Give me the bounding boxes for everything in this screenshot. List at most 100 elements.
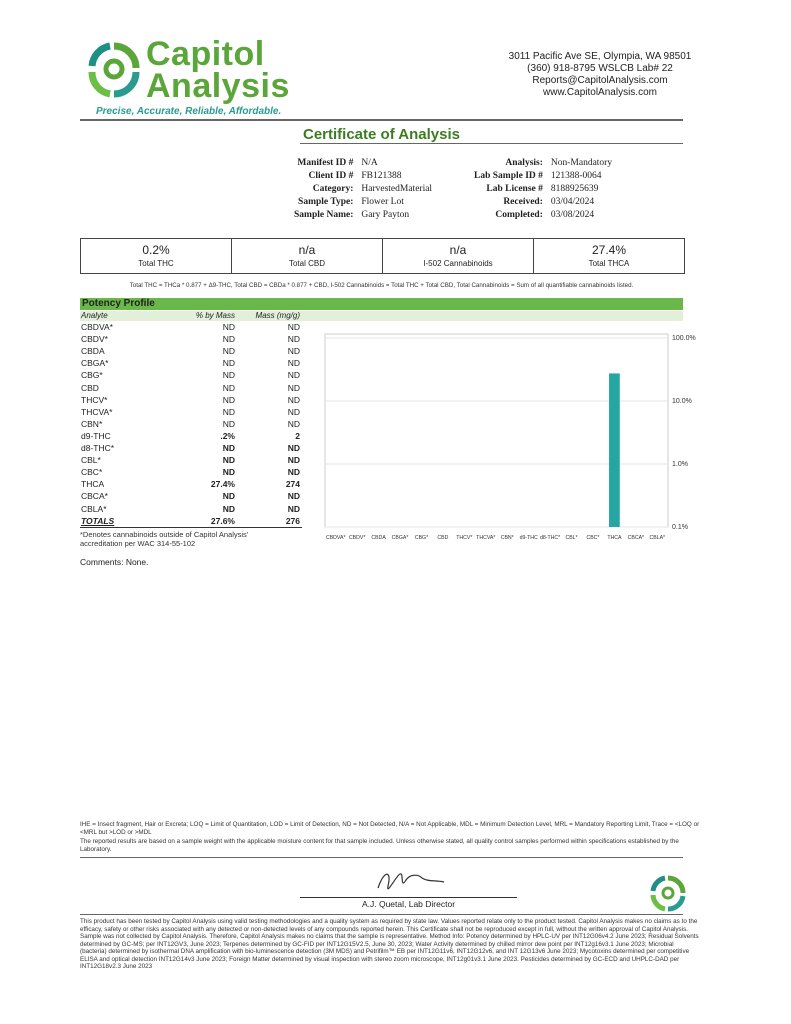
info-key: Sample Type: [298, 196, 354, 207]
summary-label: I-502 Cannabinoids [423, 259, 493, 268]
table-cell: ND [222, 346, 235, 357]
table-cell: 27.4% [210, 479, 235, 490]
table-cell: TOTALS [81, 515, 115, 526]
info-value: 8188925639 [550, 183, 599, 194]
x-tick-label: CBG* [415, 535, 428, 541]
table-cell: CBDA [81, 346, 105, 357]
table-cell: ND [287, 334, 300, 345]
section-title: Potency Profile [82, 298, 155, 309]
footer-logo [650, 875, 686, 912]
table-cell: ND [287, 394, 300, 405]
table-cell: ND [222, 334, 235, 345]
address-line: Reports@CapitolAnalysis.com [532, 75, 668, 86]
table-cell: % by Mass [195, 311, 235, 320]
table-cell: ND [287, 443, 300, 453]
table-cell: Analyte [81, 311, 108, 320]
disclaimer: This product has been tested by Capitol … [80, 918, 699, 970]
doc-title: Certificate of Analysis [303, 126, 460, 143]
summary-label: Total THC [138, 259, 174, 268]
info-row: Category: HarvestedMaterial [290, 182, 436, 195]
info-row: Sample Name: Gary Payton [290, 208, 436, 221]
formula-note: Total THC = THCa * 0.877 + Δ9-THC, Total… [129, 282, 634, 289]
signature-line [300, 897, 517, 898]
header-row [80, 311, 683, 321]
info-row: Lab Sample ID # 121388-0064 [470, 169, 616, 182]
table-cell: 276 [285, 515, 300, 526]
table-cell: ND [287, 455, 300, 466]
table-cell: THCVA* [81, 406, 113, 417]
x-tick-label: CBDVA* [326, 535, 346, 541]
info-value: Non-Mandatory [550, 157, 613, 168]
x-tick-label: CBC* [586, 535, 599, 541]
table-cell: d9-THC [81, 430, 111, 441]
y-tick-label: 100.0% [672, 335, 696, 342]
x-tick-label: CBL* [565, 535, 577, 541]
summary-boxes: 0.2% Total THC n/a Total CBD n/a I-502 Cannab… [80, 238, 685, 274]
summary-value: n/a [298, 243, 316, 257]
info-key: Completed: [495, 209, 543, 220]
info-value: Flower Lot [361, 196, 404, 207]
info-value: 03/08/2024 [550, 209, 595, 220]
info-key: Lab License # [486, 183, 543, 194]
table-cell: ND [222, 418, 235, 429]
info-key: Analysis: [505, 157, 543, 168]
table-cell: CBN* [81, 418, 103, 429]
summary-cell: n/a I-502 Cannabinoids [383, 239, 534, 273]
x-tick-label: CBN* [501, 535, 514, 541]
table-cell: ND [222, 406, 235, 417]
x-tick-label: CBDV* [349, 535, 365, 541]
signature: A.J. Quetal, Lab Director [361, 899, 456, 909]
table-cell: ND [287, 346, 300, 357]
table-cell: ND [287, 418, 300, 429]
table-cell: ND [222, 491, 235, 502]
table-cell: ND [287, 503, 300, 514]
rule [80, 119, 683, 121]
table-cell: ND [222, 358, 235, 369]
y-tick-label: 1.0% [672, 461, 688, 468]
x-tick-label: CBCA* [628, 535, 644, 541]
info-value: FB121388 [361, 170, 402, 181]
info-row: Received: 03/04/2024 [470, 195, 616, 208]
table-cell: 274 [285, 479, 300, 490]
x-tick-label: d9-THC [520, 535, 538, 541]
table-cell: ND [287, 467, 300, 478]
info-row: Manifest ID # N/A [290, 156, 436, 169]
bar [609, 373, 620, 527]
info-row: Analysis: Non-Mandatory [470, 156, 616, 169]
table-cell: ND [287, 370, 300, 381]
table-cell: CBDVA* [81, 322, 113, 332]
table-cell: ND [222, 322, 235, 332]
info-value: 121388-0064 [550, 170, 602, 181]
address: 3011 Pacific Ave SE, Olympia, WA 98501 (… [500, 51, 700, 99]
info-value: 03/04/2024 [550, 196, 595, 207]
table-cell: ND [222, 394, 235, 405]
rule [80, 857, 683, 858]
info-value: HarvestedMaterial [361, 183, 433, 194]
logo-icon [88, 42, 140, 98]
table-cell: Mass (mg/g) [255, 311, 300, 320]
address-line: www.CapitolAnalysis.com [543, 87, 657, 98]
x-tick-label: THCV* [456, 535, 472, 541]
x-tick-label: THCVA* [476, 535, 495, 541]
table-cell: ND [222, 382, 235, 393]
basis-note: The reported results are based on a samp… [80, 838, 679, 853]
info-row: Lab License # 8188925639 [470, 182, 616, 195]
table-cell: THCV* [81, 394, 108, 405]
info-value: N/A [361, 157, 378, 168]
signature-scribble [377, 873, 445, 890]
y-tick-label: 0.1% [672, 524, 688, 531]
company-name: Capitol [146, 35, 265, 73]
table-cell: CBC* [81, 467, 103, 478]
table-cell: d8-THC* [81, 443, 115, 453]
address-line: 3011 Pacific Ave SE, Olympia, WA 98501 [508, 51, 692, 62]
info-key: Received: [503, 196, 543, 207]
comments: Comments: None. [80, 557, 149, 567]
table-cell: ND [287, 358, 300, 369]
info-key: Sample Name: [294, 209, 354, 220]
table-cell: .2% [220, 430, 235, 441]
chart: 100.0% 10.0% 1.0% 0.1% CBDVA* CBDV* CBDA CBGA* C… [324, 333, 696, 541]
summary-cell: 27.4% Total THCA [534, 239, 684, 273]
x-tick-label: CBGA* [392, 535, 409, 541]
rule [80, 914, 683, 915]
